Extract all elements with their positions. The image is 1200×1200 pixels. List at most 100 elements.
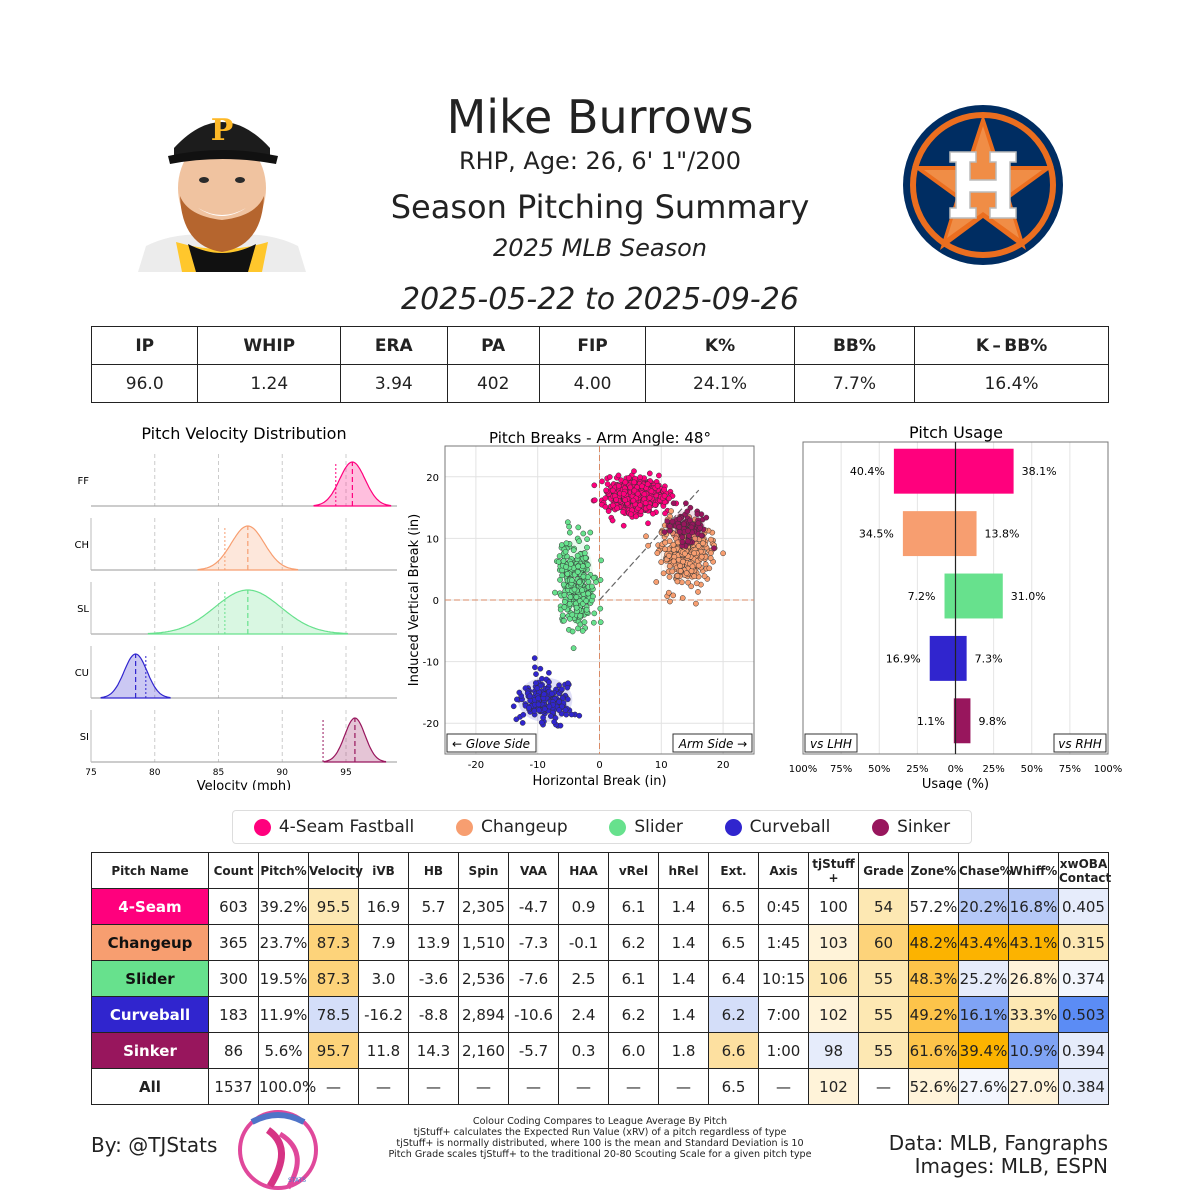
break-point: [561, 599, 568, 605]
break-point: [677, 568, 684, 574]
break-point: [564, 696, 571, 703]
usage-row-SI: 1.1% 9.8%: [917, 698, 1006, 744]
stat-value: 1.24: [197, 364, 342, 403]
footnote: Pitch Grade scales tjStuff+ to the tradi…: [388, 1149, 812, 1160]
break-point: [622, 497, 628, 503]
break-point: [643, 533, 649, 540]
break-point: [591, 482, 598, 489]
break-point: [652, 502, 659, 508]
table-cell: 6.2: [708, 996, 759, 1033]
breaks-chart-title: Pitch Breaks - Arm Angle: 48°: [489, 429, 711, 447]
stat-value: 402: [446, 364, 540, 403]
table-cell: 3.0: [358, 960, 409, 997]
table-cell: -10.6: [508, 996, 559, 1033]
pitch-name-cell: Changeup: [91, 924, 209, 961]
break-point: [575, 524, 582, 531]
break-point: [662, 539, 669, 546]
break-point: [701, 573, 708, 580]
break-point: [532, 680, 539, 686]
break-point: [687, 504, 694, 511]
table-cell: -7.6: [508, 960, 559, 997]
table-cell: 49.2%: [908, 996, 959, 1033]
pitch-legend: 4-Seam Fastball Changeup Slider Curveball Si…: [232, 810, 972, 844]
break-point: [560, 581, 567, 588]
table-cell: 1.4: [658, 996, 709, 1033]
break-point: [547, 713, 554, 719]
break-point: [680, 558, 686, 565]
table-cell: 23.7%: [258, 924, 309, 961]
break-point: [645, 520, 651, 527]
break-point: [676, 528, 683, 535]
break-point: [560, 558, 567, 564]
table-cell: 19.5%: [258, 960, 309, 997]
break-point: [695, 562, 702, 569]
break-point: [561, 592, 568, 598]
break-point: [662, 546, 668, 553]
break-point: [597, 605, 604, 612]
column-header: hRel: [658, 852, 709, 889]
table-cell: —: [858, 1068, 909, 1105]
break-point: [660, 570, 667, 577]
break-point: [599, 478, 605, 485]
table-cell: 39.2%: [258, 888, 309, 925]
break-point: [685, 579, 691, 586]
break-point: [519, 720, 526, 726]
break-point: [526, 705, 532, 711]
break-point: [641, 491, 648, 498]
break-point: [562, 548, 569, 555]
table-cell: 7.9: [358, 924, 409, 961]
usage-bar-rhh: [955, 698, 971, 744]
column-header: Grade: [858, 852, 909, 889]
pitch-name-cell: 4-Seam: [91, 888, 209, 925]
break-point: [700, 540, 706, 547]
velocity-row: CH: [74, 518, 397, 571]
break-point: [546, 679, 552, 685]
break-point: [627, 511, 634, 518]
legend-marker: [724, 818, 742, 836]
break-point: [606, 474, 613, 480]
stat-value: 96.0: [90, 364, 199, 403]
break-point: [667, 598, 673, 605]
usage-bar-lhh: [902, 511, 956, 557]
break-point: [569, 611, 576, 618]
break-point: [570, 645, 577, 652]
table-cell: 95.7: [308, 1032, 359, 1069]
report-title: Season Pitching Summary: [390, 188, 810, 226]
break-point: [637, 502, 644, 509]
break-point: [620, 522, 627, 529]
column-header: Pitch%: [258, 852, 309, 889]
breaks-y-label: Induced Vertical Break (in): [407, 514, 422, 687]
table-cell: 1.8: [658, 1032, 709, 1069]
break-point: [583, 598, 590, 604]
stat-value: 4.00: [538, 364, 647, 403]
table-cell: 6.1: [608, 888, 659, 925]
break-point: [695, 543, 702, 549]
column-header: Axis: [758, 852, 809, 889]
table-cell: 25.2%: [958, 960, 1009, 997]
breaks-series-SL: [552, 519, 604, 652]
break-point: [561, 617, 567, 624]
column-header: Chase%: [958, 852, 1012, 889]
break-point: [574, 569, 581, 575]
legend-label: Curveball: [749, 817, 831, 837]
legend-marker: [253, 818, 271, 836]
table-cell: -3.6: [408, 960, 459, 997]
pitch-row: 4-Seam 603 39.2% 95.5 16.9 5.7 2,305 -4.7 0.9 6.1…: [91, 888, 1109, 925]
legend-label: Sinker: [897, 817, 951, 837]
table-cell: 102: [808, 996, 859, 1033]
table-cell: —: [358, 1068, 409, 1105]
break-point: [559, 612, 566, 619]
table-cell: 10.9%: [1008, 1032, 1059, 1069]
table-cell: 16.8%: [1008, 888, 1059, 925]
usage-x-label: Usage (%): [922, 777, 989, 790]
break-point: [685, 538, 691, 545]
table-cell: 0.374: [1058, 960, 1109, 997]
breaks-series-CU: [510, 655, 583, 729]
table-cell: 0.3: [558, 1032, 609, 1069]
break-point: [620, 509, 626, 515]
break-point: [666, 563, 673, 570]
stat-header: BB%: [793, 326, 916, 365]
break-point: [707, 536, 714, 543]
table-cell: -8.8: [408, 996, 459, 1033]
break-point: [670, 592, 677, 599]
